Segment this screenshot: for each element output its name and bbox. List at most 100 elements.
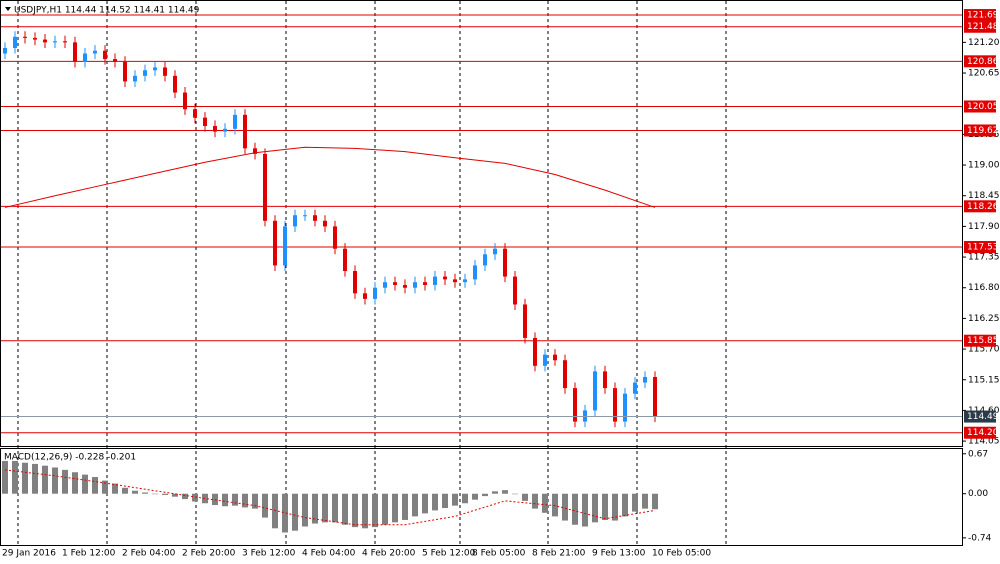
x-tick-label: 5 Feb 12:00 [422, 549, 476, 559]
y-tick-label: 117.35 [968, 253, 1000, 263]
histogram-bar [332, 493, 338, 523]
histogram-bar [82, 474, 88, 494]
histogram-bar [342, 493, 348, 525]
y-tick-label: 115.15 [968, 375, 1000, 385]
histogram-bar [242, 493, 248, 508]
candle-body [493, 248, 497, 255]
histogram-bar [352, 493, 358, 528]
histogram-bar [622, 493, 628, 517]
day-separators [17, 1, 727, 545]
histogram-bar [42, 465, 48, 494]
candle-body [33, 37, 37, 40]
histogram-bar [292, 493, 298, 531]
histogram-bar [162, 493, 168, 495]
histogram-bar [22, 462, 28, 494]
candle-body [383, 282, 387, 288]
candle-body [323, 220, 327, 227]
candle-body [623, 393, 627, 422]
level-box [964, 55, 996, 68]
candle-body [123, 61, 127, 82]
histogram-bar [262, 493, 268, 518]
candle-body [363, 293, 367, 299]
histogram-bar [482, 493, 488, 497]
histogram-bar [152, 493, 158, 495]
x-tick-label: 2 Feb 04:00 [122, 549, 176, 559]
candle-body [103, 50, 107, 60]
histogram-bar [422, 493, 428, 514]
candle-body [63, 41, 67, 43]
histogram-bar [92, 477, 98, 494]
candle-body [53, 41, 57, 43]
histogram-bar [62, 469, 68, 494]
histogram-bar [472, 493, 478, 500]
histogram-bar [442, 493, 448, 509]
histogram-bar [462, 493, 468, 504]
level-box [964, 200, 996, 213]
histogram-bar [392, 493, 398, 523]
candle-body [43, 39, 47, 43]
histogram-bar [492, 491, 498, 494]
histogram-bar [182, 493, 188, 500]
histogram-bar [2, 460, 8, 494]
candle-body [3, 47, 7, 54]
level-label: 117.53 [967, 243, 999, 253]
histogram-bar [512, 493, 518, 495]
histogram-bar [632, 493, 638, 512]
histogram-bar [212, 493, 218, 506]
candle-body [173, 75, 177, 93]
histogram-bar [72, 472, 78, 494]
candle-body [603, 371, 607, 389]
x-tick-label: 29 Jan 2016 [2, 549, 56, 559]
candle-body [633, 382, 637, 394]
level-box [964, 124, 996, 137]
candle-body [353, 271, 357, 294]
histogram-bar [382, 493, 388, 525]
candle-body [533, 337, 537, 366]
level-box [964, 426, 996, 439]
level-label: 118.26 [967, 202, 999, 212]
x-tick-label: 9 Feb 13:00 [592, 549, 646, 559]
candle-body [143, 70, 147, 76]
candle-body [403, 284, 407, 288]
candle-body [543, 354, 547, 366]
x-tick-label: 3 Feb 12:00 [242, 549, 296, 559]
y-tick-label: 114.05 [968, 437, 1000, 447]
y-tick-label: 120.65 [968, 69, 1000, 79]
histogram-bar [562, 493, 568, 521]
candle-body [373, 287, 377, 299]
candle-body [483, 254, 487, 266]
candle-body [313, 215, 317, 221]
candle-body [503, 248, 507, 277]
candle-body [113, 59, 117, 62]
histogram-bar [202, 493, 208, 504]
candle-body [443, 276, 447, 280]
candle-body [303, 215, 307, 217]
candle-body [463, 279, 467, 283]
histogram-bar [642, 493, 648, 509]
candle-body [613, 388, 617, 422]
y-tick-label: 115.70 [968, 345, 1000, 355]
histogram-bar [362, 493, 368, 529]
candle-body [433, 276, 437, 285]
histogram-bar [32, 463, 38, 494]
candle-body [453, 279, 457, 283]
y-tick-label: 121.20 [968, 38, 1000, 48]
candle-body [423, 282, 427, 285]
histogram-bar [112, 483, 118, 494]
y-tick-label: 118.45 [968, 191, 1000, 201]
candle-body [513, 276, 517, 305]
candle-body [213, 126, 217, 132]
candle-body [343, 248, 347, 272]
x-tick-label: 8 Feb 05:00 [472, 549, 526, 559]
histogram-bar [502, 490, 508, 494]
candle-body [593, 371, 597, 411]
candle-body [583, 410, 587, 422]
signal-line [4, 469, 656, 526]
level-box [964, 100, 996, 113]
histogram-bar [12, 460, 18, 494]
candle-body [203, 117, 207, 127]
candle-body [83, 53, 87, 62]
y-tick-label: 117.90 [968, 222, 1000, 232]
price-box [964, 410, 996, 423]
level-label: 115.85 [967, 336, 999, 346]
